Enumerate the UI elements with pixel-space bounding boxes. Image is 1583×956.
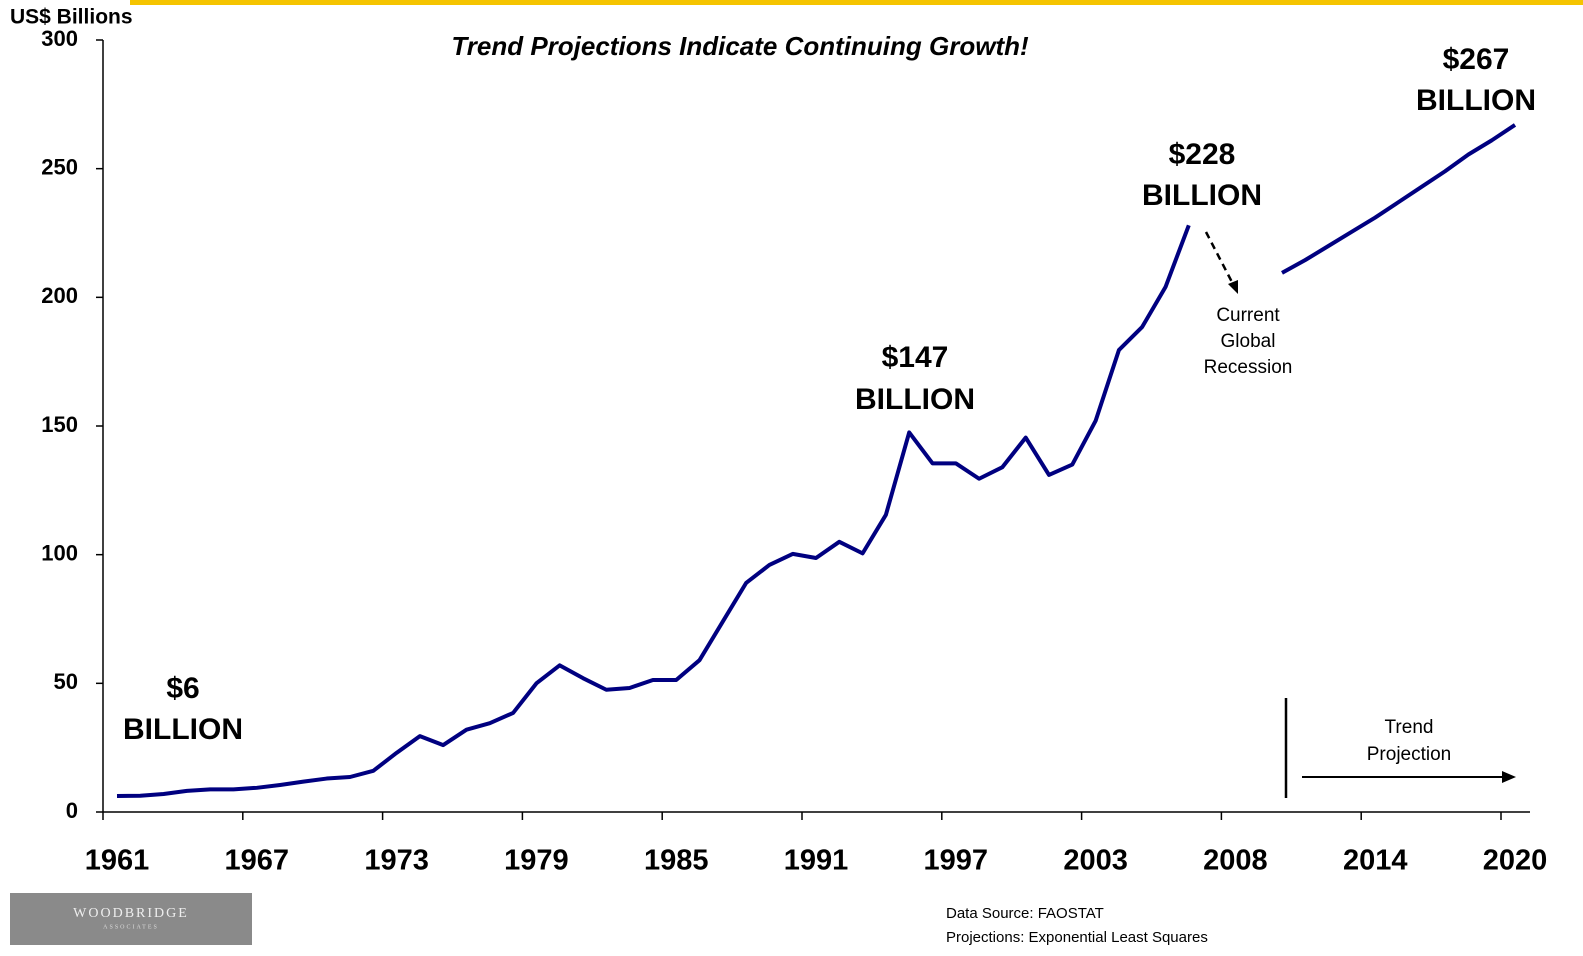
y-tick-label: 150 bbox=[41, 412, 78, 437]
y-tick-label: 250 bbox=[41, 154, 78, 179]
x-tick-label: 2003 bbox=[1063, 845, 1128, 877]
recession-arrowhead bbox=[1228, 280, 1238, 294]
x-tick-label: 1973 bbox=[364, 845, 429, 877]
logo-subtext: ASSOCIATES bbox=[103, 924, 159, 930]
x-tick-label: 2020 bbox=[1483, 845, 1548, 877]
x-tick-label: 2014 bbox=[1343, 845, 1408, 877]
annotation: $6 bbox=[166, 672, 199, 705]
annotation: BILLION bbox=[123, 713, 243, 746]
y-tick-label: 100 bbox=[41, 540, 78, 565]
chart-title: Trend Projections Indicate Continuing Gr… bbox=[451, 31, 1029, 61]
x-tick-label: 1979 bbox=[504, 845, 569, 877]
y-tick-label: 300 bbox=[41, 26, 78, 51]
y-tick-label: 200 bbox=[41, 283, 78, 308]
annotation: $267 bbox=[1443, 43, 1510, 76]
annotation: BILLION bbox=[1416, 84, 1536, 117]
data-line bbox=[1281, 123, 1517, 275]
annotation: BILLION bbox=[1142, 179, 1262, 212]
annotation: Projection bbox=[1367, 744, 1452, 765]
annotation: $228 bbox=[1169, 138, 1236, 171]
top-bar bbox=[130, 0, 1583, 5]
x-tick-label: 1967 bbox=[225, 845, 290, 877]
recession-arrow bbox=[1204, 231, 1236, 287]
annotation: $147 bbox=[882, 341, 949, 374]
x-tick-label: 1961 bbox=[85, 845, 150, 877]
x-tick-label: 1991 bbox=[784, 845, 849, 877]
note: Data Source: FAOSTAT bbox=[946, 905, 1104, 922]
annotation: Recession bbox=[1204, 357, 1293, 378]
annotation: Current bbox=[1216, 305, 1280, 326]
x-tick-label: 2008 bbox=[1203, 845, 1268, 877]
y-tick-label: 0 bbox=[66, 798, 78, 823]
x-tick-label: 1997 bbox=[924, 845, 989, 877]
projection-arrowhead bbox=[1502, 771, 1516, 783]
data-line bbox=[116, 224, 1191, 799]
y-axis-label: US$ Billions bbox=[10, 6, 133, 29]
x-tick-label: 1985 bbox=[644, 845, 709, 877]
annotation: BILLION bbox=[855, 383, 975, 416]
y-tick-label: 50 bbox=[54, 669, 78, 694]
logo bbox=[10, 893, 252, 945]
logo-text: WOODBRIDGE bbox=[73, 906, 189, 921]
annotation: Global bbox=[1221, 331, 1276, 352]
note: Projections: Exponential Least Squares bbox=[946, 929, 1208, 946]
annotation: Trend bbox=[1385, 717, 1434, 738]
